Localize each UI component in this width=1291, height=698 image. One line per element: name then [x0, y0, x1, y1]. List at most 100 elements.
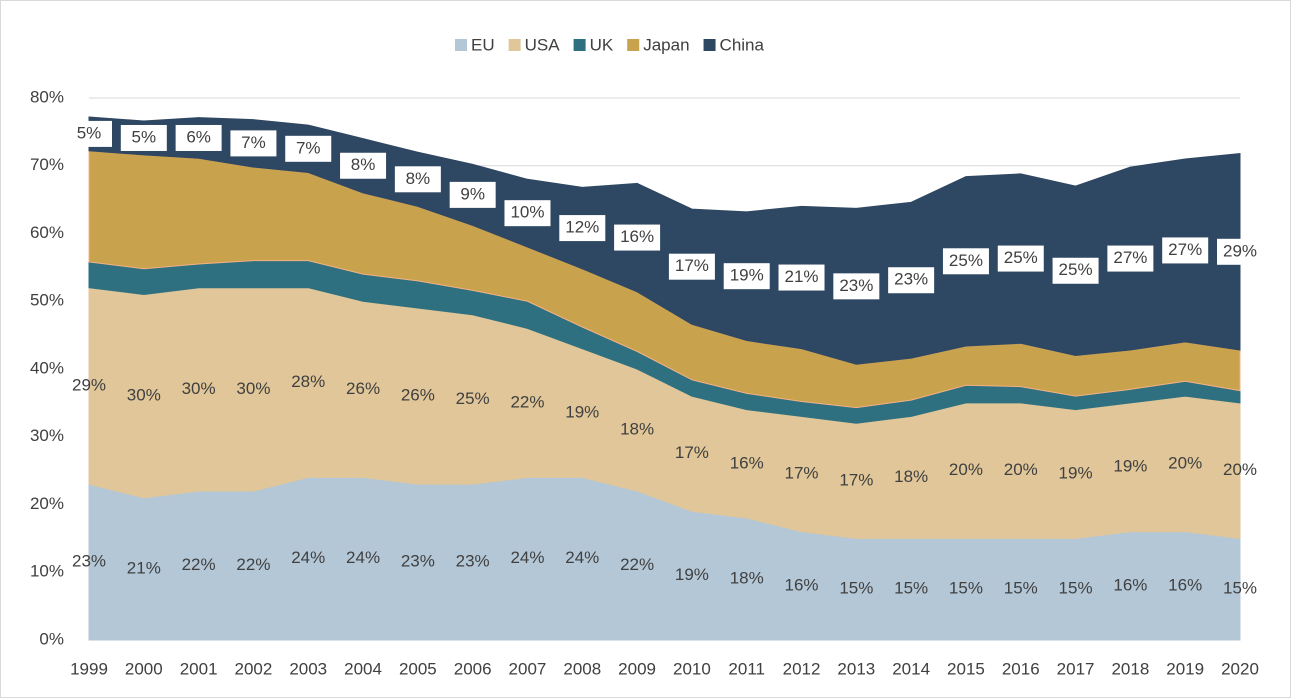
data-label: 21% — [785, 267, 819, 286]
data-label: 22% — [182, 555, 216, 574]
legend-swatch — [455, 39, 467, 51]
data-label-group: 15% — [1223, 579, 1257, 598]
data-label-group: 5% — [120, 124, 167, 151]
data-label: 25% — [1059, 260, 1093, 279]
data-label: 20% — [1168, 453, 1202, 472]
data-label-group: 15% — [839, 579, 873, 598]
data-label: 8% — [351, 155, 376, 174]
data-label-box — [997, 245, 1044, 272]
data-label-group: 22% — [620, 555, 654, 574]
x-tick-label: 2014 — [892, 659, 930, 678]
data-label-group: 17% — [675, 443, 709, 462]
data-label-group: 15% — [894, 579, 928, 598]
data-label-box — [230, 130, 277, 157]
data-label: 18% — [894, 467, 928, 486]
y-tick-label: 30% — [30, 426, 64, 445]
data-label: 15% — [894, 579, 928, 598]
data-label: 25% — [1004, 248, 1038, 267]
data-label: 19% — [1113, 457, 1147, 476]
data-label: 22% — [236, 555, 270, 574]
data-label: 19% — [675, 565, 709, 584]
data-label-group: 23% — [72, 552, 106, 571]
legend-label: USA — [525, 35, 561, 54]
x-tick-label: 2017 — [1057, 659, 1095, 678]
data-label-group: 23% — [888, 267, 935, 294]
legend-swatch — [573, 39, 586, 51]
data-label-group: 9% — [449, 181, 496, 208]
data-label-group: 22% — [510, 392, 544, 411]
data-label-group: 6% — [175, 124, 222, 151]
data-label: 5% — [132, 127, 157, 146]
y-tick-label: 70% — [30, 155, 64, 174]
data-label-group: 12% — [559, 215, 606, 242]
area — [88, 116, 1241, 365]
x-tick-label: 2016 — [1002, 659, 1040, 678]
data-label-group: 19% — [723, 263, 770, 290]
data-label: 24% — [565, 548, 599, 567]
data-label-box — [66, 120, 112, 147]
data-label-group: 16% — [1113, 575, 1147, 594]
data-label-group: 27% — [1162, 237, 1209, 264]
x-tick-label: 1999 — [70, 659, 108, 678]
data-label-group: 17% — [839, 470, 873, 489]
data-label: 30% — [127, 386, 161, 405]
data-label: 17% — [785, 463, 819, 482]
data-label-group: 8% — [394, 166, 441, 193]
data-label: 30% — [182, 379, 216, 398]
data-label: 29% — [72, 375, 106, 394]
data-label-box — [120, 124, 167, 151]
y-tick-label: 80% — [30, 87, 64, 106]
data-label: 26% — [401, 386, 435, 405]
data-label-group: 16% — [785, 575, 819, 594]
data-label: 23% — [839, 276, 873, 295]
data-label-group: 15% — [949, 579, 983, 598]
data-label-group: 23% — [456, 552, 490, 571]
data-label: 15% — [1223, 579, 1257, 598]
data-label-box — [778, 264, 825, 291]
data-label-box — [614, 224, 661, 251]
data-label-group: 21% — [127, 558, 161, 577]
data-label-box — [340, 152, 387, 179]
x-tick-label: 2003 — [289, 659, 327, 678]
data-label: 19% — [565, 403, 599, 422]
data-label-group: 27% — [1107, 245, 1154, 272]
data-label-group: 16% — [1168, 575, 1202, 594]
legend-swatch — [627, 39, 640, 51]
y-tick-label: 0% — [39, 629, 64, 648]
data-label-group: 17% — [668, 253, 715, 280]
data-label: 19% — [1059, 463, 1093, 482]
data-label-box — [888, 267, 935, 294]
data-label: 20% — [949, 460, 983, 479]
data-label-group: 25% — [1052, 257, 1099, 284]
data-label-box — [1107, 245, 1154, 272]
data-label-box — [668, 253, 715, 280]
data-label-group: 28% — [291, 372, 325, 391]
y-tick-label: 40% — [30, 358, 64, 377]
data-label: 24% — [291, 548, 325, 567]
data-label-group: 26% — [401, 386, 435, 405]
data-label-box — [559, 215, 606, 242]
data-label-group: 18% — [894, 467, 928, 486]
x-tick-label: 2020 — [1221, 659, 1259, 678]
data-label-group: 10% — [504, 200, 551, 227]
data-label: 16% — [1113, 575, 1147, 594]
data-label-group: 25% — [942, 248, 989, 275]
data-label-group: 29% — [1217, 238, 1263, 265]
data-label-box — [942, 248, 989, 275]
data-label-group: 29% — [72, 375, 106, 394]
x-tick-label: 2008 — [563, 659, 601, 678]
data-label: 17% — [675, 256, 709, 275]
x-tick-label: 2012 — [783, 659, 821, 678]
data-label: 21% — [127, 558, 161, 577]
legend-swatch — [703, 39, 716, 51]
data-label: 15% — [1059, 579, 1093, 598]
data-label-box — [285, 135, 332, 162]
y-tick-label: 20% — [30, 494, 64, 513]
data-label-group: 23% — [833, 273, 880, 300]
legend-swatch — [508, 39, 521, 51]
data-label: 7% — [241, 133, 266, 152]
x-tick-label: 2004 — [344, 659, 382, 678]
data-label: 18% — [730, 569, 764, 588]
data-label: 24% — [510, 548, 544, 567]
data-label: 25% — [949, 251, 983, 270]
